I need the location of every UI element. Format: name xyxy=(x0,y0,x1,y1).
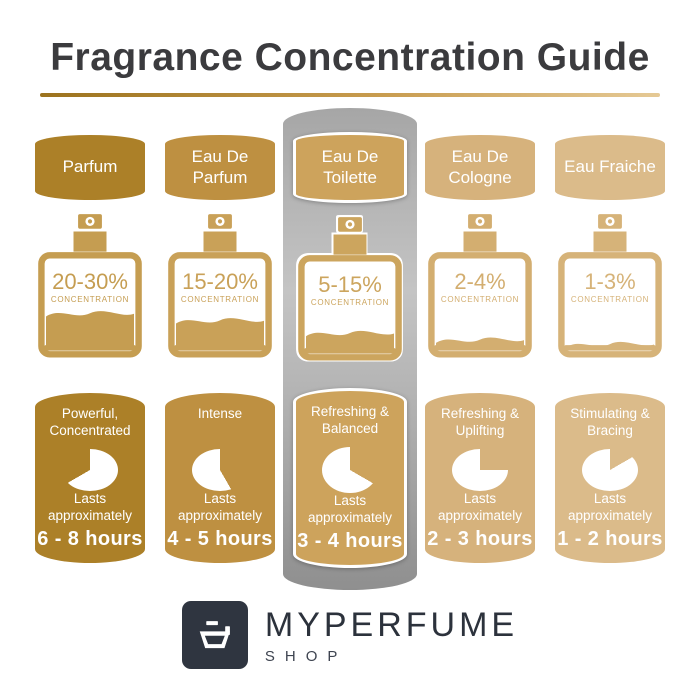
lasts-label: Lasts approximately xyxy=(307,493,393,526)
perfume-bottle: 5-15% CONCENTRATION xyxy=(295,216,405,363)
duration-value: 1 - 2 hours xyxy=(557,528,663,550)
perfume-bottle: 20-30% CONCENTRATION xyxy=(35,213,145,360)
info-card: Refreshing & Uplifting Lasts approximate… xyxy=(425,393,535,563)
liquid-fill xyxy=(306,330,394,353)
type-label: Parfum xyxy=(62,157,118,177)
info-card: Powerful, Concentrated Lasts approximate… xyxy=(35,393,145,563)
concentration-value: 15-20% xyxy=(182,269,258,294)
clock-icon xyxy=(62,449,118,492)
concentration-word: CONCENTRATION xyxy=(440,295,520,305)
lasts-label: Lasts approximately xyxy=(437,491,523,524)
column-eau-de-parfum: Eau De Parfum 15-20% CONCENTRATION xyxy=(165,135,275,568)
concentration-block: 1-3% CONCENTRATION xyxy=(555,270,665,304)
clock-icon xyxy=(582,449,638,492)
info-card: Refreshing & Balanced Lasts approximatel… xyxy=(293,388,407,568)
info-card: Stimulating & Bracing Lasts approximatel… xyxy=(555,393,665,563)
title-underline xyxy=(40,93,660,97)
brand-footer: MYPERFUME SHOP xyxy=(0,601,700,669)
clock-icon xyxy=(452,449,508,492)
character-text: Stimulating & Bracing xyxy=(570,406,650,438)
type-label-cap: Eau De Toilette xyxy=(293,132,407,203)
type-label-cap: Eau Fraiche xyxy=(555,135,665,200)
concentration-block: 20-30% CONCENTRATION xyxy=(35,270,145,304)
concentration-word: CONCENTRATION xyxy=(310,298,390,308)
perfume-bottle: 1-3% CONCENTRATION xyxy=(555,213,665,360)
brand-logo-icon xyxy=(181,601,248,669)
brand-text: MYPERFUME SHOP xyxy=(265,606,518,665)
perfume-bottle-logo-glyph xyxy=(199,621,230,649)
liquid-fill xyxy=(436,337,524,350)
liquid-fill xyxy=(566,341,654,350)
lasts-label: Lasts approximately xyxy=(567,491,653,524)
duration-value: 6 - 8 hours xyxy=(37,528,143,550)
concentration-block: 15-20% CONCENTRATION xyxy=(165,270,275,304)
character-text: Intense xyxy=(197,406,243,421)
brand-subtitle: SHOP xyxy=(264,647,348,665)
brand-name: MYPERFUME xyxy=(264,605,519,644)
concentration-block: 5-15% CONCENTRATION xyxy=(295,273,405,307)
clock-icon xyxy=(192,449,248,492)
liquid-fill xyxy=(46,311,134,350)
type-label-cap: Eau De Cologne xyxy=(425,135,535,200)
lasts-label: Lasts approximately xyxy=(177,491,263,524)
column-eau-de-toilette: Eau De Toilette 5-15% CONCENTRATION xyxy=(293,132,407,568)
concentration-block: 2-4% CONCENTRATION xyxy=(425,270,535,304)
type-label: Eau Fraiche xyxy=(564,157,656,177)
duration-value: 4 - 5 hours xyxy=(167,528,273,550)
concentration-word: CONCENTRATION xyxy=(180,295,260,305)
concentration-value: 2-4% xyxy=(454,269,506,294)
character-text: Refreshing & Balanced xyxy=(310,404,390,436)
concentration-word: CONCENTRATION xyxy=(50,295,130,305)
clock-icon xyxy=(322,447,378,494)
perfume-bottle: 2-4% CONCENTRATION xyxy=(425,213,535,360)
type-label-cap: Parfum xyxy=(35,135,145,200)
duration-value: 3 - 4 hours xyxy=(297,530,403,552)
lasts-label: Lasts approximately xyxy=(47,491,133,524)
info-card: Intense Lasts approximately 4 - 5 hours xyxy=(165,393,275,563)
page-title: Fragrance Concentration Guide xyxy=(50,36,650,79)
concentration-value: 5-15% xyxy=(318,272,382,297)
type-label: Eau De Parfum xyxy=(191,146,249,187)
column-eau-fraiche: Eau Fraiche 1-3% CONCENTRATION xyxy=(555,135,665,568)
concentration-value: 1-3% xyxy=(584,269,636,294)
column-parfum: Parfum 20-30% CONCENTRATION Pow xyxy=(35,135,145,568)
type-label-cap: Eau De Parfum xyxy=(165,135,275,200)
spray-bottle-icon xyxy=(38,214,142,358)
type-label: Eau De Toilette xyxy=(321,146,379,187)
type-label: Eau De Cologne xyxy=(448,146,512,187)
character-text: Refreshing & Uplifting xyxy=(440,406,520,438)
liquid-fill xyxy=(176,318,264,350)
concentration-word: CONCENTRATION xyxy=(570,295,650,305)
concentration-value: 20-30% xyxy=(52,269,128,294)
perfume-bottle: 15-20% CONCENTRATION xyxy=(165,213,275,360)
spray-bottle-icon xyxy=(168,214,272,358)
column-eau-de-cologne: Eau De Cologne 2-4% CONCENTRATION xyxy=(425,135,535,568)
spray-bottle-icon xyxy=(558,214,662,358)
spray-bottle-icon xyxy=(298,217,402,361)
columns-row: Parfum 20-30% CONCENTRATION Pow xyxy=(35,132,665,568)
duration-value: 2 - 3 hours xyxy=(427,528,533,550)
spray-bottle-icon xyxy=(428,214,532,358)
character-text: Powerful, Concentrated xyxy=(49,406,131,438)
